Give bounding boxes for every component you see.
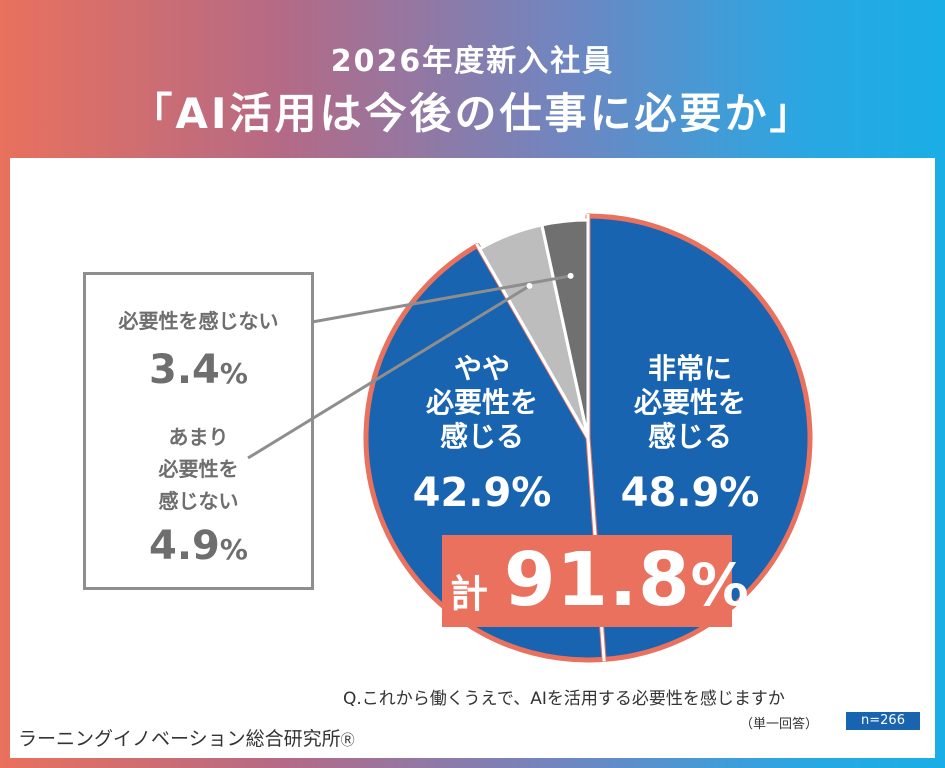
sample-size-badge: n=266 [846,712,920,730]
slice-separator-3 [539,218,590,439]
legend-not-very-line2: 必要性を [158,457,239,481]
slice-label-0-line-2: 感じる [648,420,732,453]
total-value: 91.8% [504,537,750,623]
legend-not-needed-value: 3.4% [86,347,311,393]
registered-mark: Ⓡ [340,733,355,749]
organization-text: ラーニングイノベーション総合研究所 [18,728,341,750]
slice-value-0: 48.9% [621,470,760,516]
legend-not-needed-number: 3.4 [149,347,220,393]
legend-box: 必要性を感じない 3.4% あまり 必要性を 感じない 4.9% [83,272,314,590]
leader-lines [247,272,574,460]
title-line1: 2026年度新入社員 [330,44,615,79]
legend-not-very-value: 4.9% [86,523,311,569]
legend-not-very-line3: 感じない [158,489,239,513]
legend-not-needed-label: 必要性を感じない [118,309,279,333]
question-text: Q.これから働くうえで、AIを活用する必要性を感じますか [343,689,785,709]
legend-not-needed-unit: % [219,357,248,390]
total-number: 91.8 [504,537,691,623]
total-prefix: 計 [450,572,489,616]
total-unit: % [690,551,750,619]
slice-label-1-line-1: 必要性を [426,386,538,419]
leader-dot-2 [526,282,533,289]
slice-label-0-line-1: 必要性を [634,386,746,419]
legend-not-very-unit: % [219,533,248,566]
slice-label-1-line-2: 感じる [440,420,524,453]
title-line2: 「AI活用は今後の仕事に必要か」 [130,89,815,138]
slice-label-1-line-0: やや [454,352,510,385]
total-badge: 計 91.8% [442,535,749,627]
leader-line-2 [247,284,531,460]
leader-dot-3 [567,272,574,279]
slice-separator-2 [475,242,590,439]
slice-value-1: 42.9% [413,470,552,516]
slice-label-0-line-0: 非常に [648,352,732,385]
legend-not-very-number: 4.9 [149,523,220,569]
legend-not-very-line1: あまり [168,425,229,449]
organization-name: ラーニングイノベーション総合研究所Ⓡ [18,724,355,751]
response-type: （単一回答） [740,717,819,732]
